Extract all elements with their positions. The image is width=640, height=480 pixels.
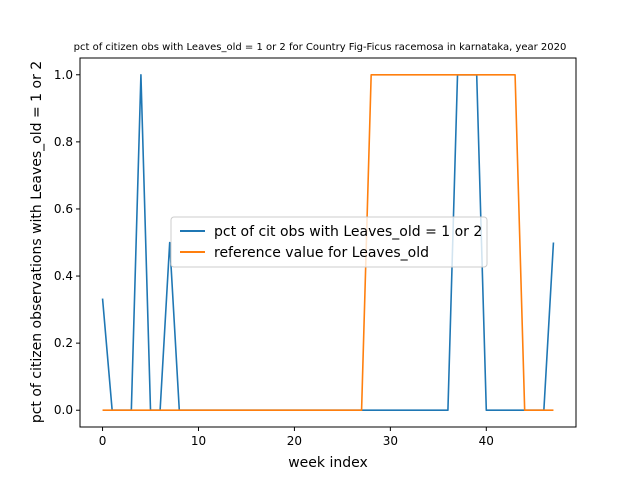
y-tick-label: 1.0 — [54, 68, 73, 82]
plot-area — [79, 57, 577, 428]
legend-box — [170, 216, 488, 268]
x-axis-label: week index — [288, 455, 368, 471]
x-tick-label: 10 — [191, 434, 206, 448]
y-tick-label: 0.6 — [54, 202, 73, 216]
series-lines — [101, 73, 555, 412]
y-tick-label: 0.2 — [54, 336, 73, 350]
legend-label-orange: reference value for Leaves_old — [214, 245, 429, 261]
x-tick-label: 30 — [383, 434, 398, 448]
axes-frame — [79, 57, 577, 428]
x-tick-label: 20 — [287, 434, 302, 448]
x-tick-label: 40 — [479, 434, 494, 448]
x-tick-label: 0 — [99, 434, 107, 448]
y-tick-label: 0.0 — [54, 403, 73, 417]
y-tick-label: 0.4 — [54, 269, 73, 283]
y-tick-label: 0.8 — [54, 135, 73, 149]
legend: pct of cit obs with Leaves_old = 1 or 2 … — [170, 216, 488, 268]
legend-label-blue: pct of cit obs with Leaves_old = 1 or 2 — [214, 224, 482, 240]
series-line-reference — [102, 73, 554, 412]
y-axis-ticks: 0.0 0.2 0.4 0.6 0.8 1.0 — [54, 68, 80, 417]
y-axis-label: pct of citizen observations with Leaves_… — [29, 61, 45, 423]
chart-title: pct of citizen obs with Leaves_old = 1 o… — [74, 42, 567, 53]
x-axis-ticks: 0 10 20 30 40 — [99, 427, 494, 448]
